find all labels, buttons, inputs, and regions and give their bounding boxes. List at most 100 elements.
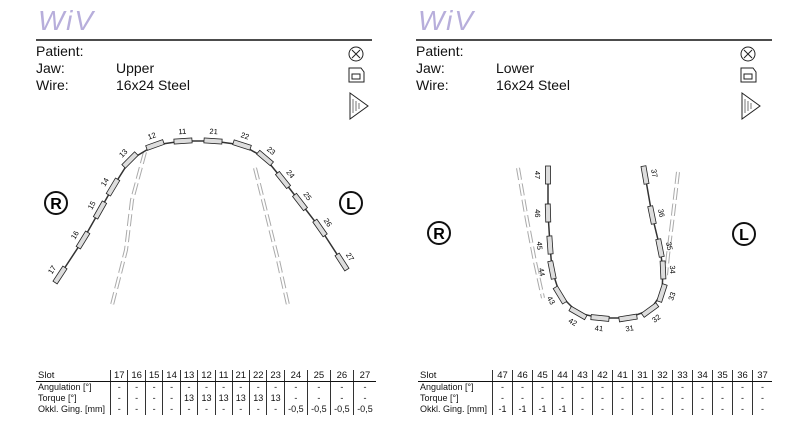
table-cell: -: [306, 393, 331, 404]
table-cell: -: [712, 404, 733, 415]
table-cell: 43: [572, 370, 593, 382]
tooth-label: 17: [46, 264, 58, 276]
table-cell: -: [672, 404, 693, 415]
table-cell: 17: [109, 370, 128, 382]
table-cell: -: [127, 393, 146, 404]
bracket: [255, 149, 275, 167]
bracket: [655, 238, 665, 258]
prescription-table: Slot 17 16 15 14 13 12 11 21 22 23 24 25 26 27 Angulati…: [36, 370, 376, 415]
side-circle: [339, 191, 363, 215]
table-cell: 33: [672, 370, 693, 382]
table-cell: -: [652, 381, 673, 393]
side-circle: [44, 191, 68, 215]
tooth-label: 22: [240, 130, 251, 141]
table-cell: -0,5: [306, 404, 331, 415]
table-cell: -: [592, 393, 613, 404]
tooth-label: 46: [533, 209, 542, 218]
table-cell: 37: [752, 370, 772, 382]
table-cell: -: [329, 393, 354, 404]
icon: [348, 46, 364, 62]
table-cell: -: [492, 393, 513, 404]
table-cell: -: [672, 381, 693, 393]
table-cell: Angulation [°]: [38, 382, 92, 392]
table-cell: 13: [214, 393, 233, 404]
tooth-label: 24: [284, 168, 296, 180]
side-circle: [427, 221, 451, 245]
bracket: [121, 151, 139, 169]
bracket: [334, 252, 350, 272]
icon: [740, 67, 757, 83]
table-cell: 13: [197, 393, 216, 404]
table-cell: -: [162, 404, 181, 415]
table-cell: -: [162, 381, 181, 393]
table-cell: -: [752, 381, 772, 393]
tooth-label: 45: [535, 241, 545, 250]
table-cell: -: [109, 393, 128, 404]
table-row: Torque [°] - - - - - - - - - - - - - -: [418, 393, 772, 404]
bracket: [546, 235, 554, 255]
tooth-label: 27: [344, 251, 356, 263]
tooth-label: 42: [567, 316, 579, 328]
bracket: [640, 302, 660, 318]
bracket: [173, 137, 193, 145]
bracket: [75, 230, 91, 250]
table-cell: Okkl. Ging. [mm]: [420, 404, 488, 414]
bracket: [92, 200, 108, 220]
table-cell: -: [612, 393, 633, 404]
table-cell: 45: [532, 370, 553, 382]
tooth-label: 26: [322, 217, 334, 229]
side-label: L: [739, 227, 749, 244]
table-cell: -: [127, 381, 146, 393]
table-cell: -: [214, 404, 233, 415]
table-cell: -: [572, 404, 593, 415]
table-row: Angulation [°] - - - - - - - - - - - - - -: [418, 381, 772, 393]
table-cell: -: [144, 404, 163, 415]
tooth-label: 36: [656, 208, 666, 218]
bracket: [552, 285, 568, 305]
bracket: [105, 177, 121, 197]
icon: [743, 49, 753, 59]
wire-value: 16x24 Steel: [496, 77, 570, 93]
table-cell: -0,5: [352, 404, 376, 415]
patient-label: Patient:: [416, 43, 464, 59]
table-cell: 13: [179, 370, 198, 382]
table-cell: 13: [179, 393, 198, 404]
table-cell: Okkl. Ging. [mm]: [38, 404, 106, 414]
table-cell: 25: [306, 370, 331, 382]
table-cell: -: [306, 381, 331, 393]
wire-label: Wire:: [416, 77, 449, 93]
table-cell: -: [732, 381, 753, 393]
table-cell: -: [162, 393, 181, 404]
table-cell: -: [352, 381, 376, 393]
table-cell: 44: [552, 370, 573, 382]
table-cell: -: [144, 393, 163, 404]
bracket: [544, 203, 552, 223]
table-cell: -: [248, 404, 267, 415]
tooth-label: 13: [117, 147, 129, 159]
tooth-label: 47: [533, 171, 542, 179]
bracket: [618, 313, 638, 323]
table-cell: -: [652, 393, 673, 404]
table-row: Slot 47 46 45 44 43 42 41 31 32 33 34 35 36 37: [418, 370, 772, 382]
table-cell: 41: [612, 370, 633, 382]
table-cell: 27: [352, 370, 376, 382]
table-cell: -: [512, 393, 533, 404]
table-cell: 13: [231, 393, 250, 404]
table-cell: -: [692, 404, 713, 415]
table-cell: -1: [532, 404, 553, 415]
jaw-label: Jaw:: [36, 60, 65, 76]
wire-label: Wire:: [36, 77, 69, 93]
table-cell: -: [712, 393, 733, 404]
bracket: [52, 265, 68, 285]
wire-value: 16x24 Steel: [116, 77, 190, 93]
table-row: Okkl. Ging. [mm] - - - - - - - - - - -0,5 -0,5 -0,5 -0…: [36, 404, 376, 415]
table-cell: -: [592, 404, 613, 415]
side-label: L: [346, 196, 356, 213]
table-cell: -: [612, 381, 633, 393]
table-cell: Torque [°]: [38, 393, 77, 403]
logo: WiV: [38, 5, 95, 36]
table-cell: -: [532, 393, 553, 404]
table-cell: -: [231, 404, 250, 415]
tooth-label: 14: [99, 176, 111, 188]
tooth-label: 16: [69, 229, 81, 241]
